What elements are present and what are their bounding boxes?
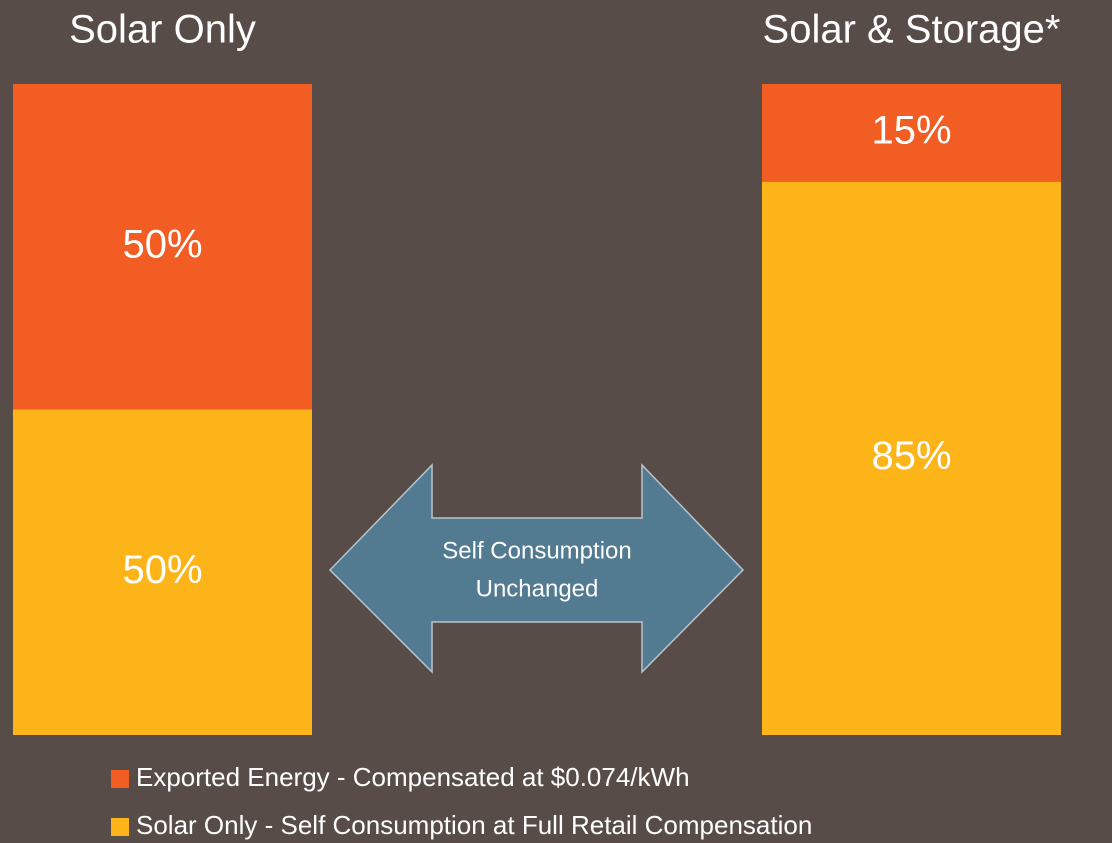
value-label: 50% <box>122 548 202 592</box>
bar-segment <box>13 409 312 735</box>
double-arrow <box>328 463 745 674</box>
value-label: 15% <box>871 108 951 152</box>
bar-segment <box>762 181 1061 735</box>
value-label: 50% <box>122 222 202 266</box>
legend-swatch <box>111 818 129 836</box>
annotation: Unchanged <box>476 575 599 602</box>
category-label: Solar Only <box>69 8 256 52</box>
legend-label: Exported Energy - Compensated at $0.074/… <box>136 762 690 792</box>
bar-segment <box>13 84 312 410</box>
bar-segment <box>762 84 1061 182</box>
category-label: Solar & Storage* <box>763 8 1061 52</box>
annotation: Self Consumption <box>442 537 631 564</box>
legend-swatch <box>111 770 129 788</box>
legend-label: Solar Only - Self Consumption at Full Re… <box>136 810 812 840</box>
value-label: 85% <box>871 434 951 478</box>
